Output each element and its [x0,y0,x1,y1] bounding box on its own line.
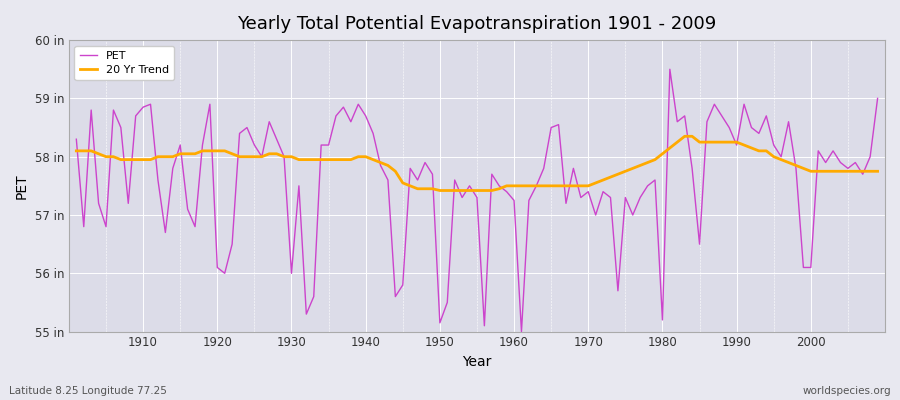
PET [872,96,883,101]
Title: Yearly Total Potential Evapotranspiration 1901 - 2009: Yearly Total Potential Evapotranspiratio… [238,15,716,33]
PET [516,329,526,334]
20 Yr Trend [338,157,349,162]
Legend: PET, 20 Yr Trend: PET, 20 Yr Trend [75,46,175,80]
Line: 20 Yr Trend: 20 Yr Trend [76,136,878,190]
PET [130,114,141,118]
20 Yr Trend [605,175,616,180]
20 Yr Trend [435,188,446,193]
PET [293,184,304,188]
Line: PET: PET [76,69,878,332]
X-axis label: Year: Year [463,355,491,369]
PET [71,137,82,142]
Text: worldspecies.org: worldspecies.org [803,386,891,396]
PET [605,195,616,200]
20 Yr Trend [872,169,883,174]
20 Yr Trend [130,157,141,162]
20 Yr Trend [680,134,690,139]
PET [501,189,512,194]
Y-axis label: PET: PET [15,173,29,199]
Text: Latitude 8.25 Longitude 77.25: Latitude 8.25 Longitude 77.25 [9,386,166,396]
20 Yr Trend [71,148,82,153]
20 Yr Trend [516,184,526,188]
PET [338,105,349,110]
20 Yr Trend [508,184,519,188]
PET [508,198,519,203]
PET [664,67,675,72]
20 Yr Trend [293,157,304,162]
